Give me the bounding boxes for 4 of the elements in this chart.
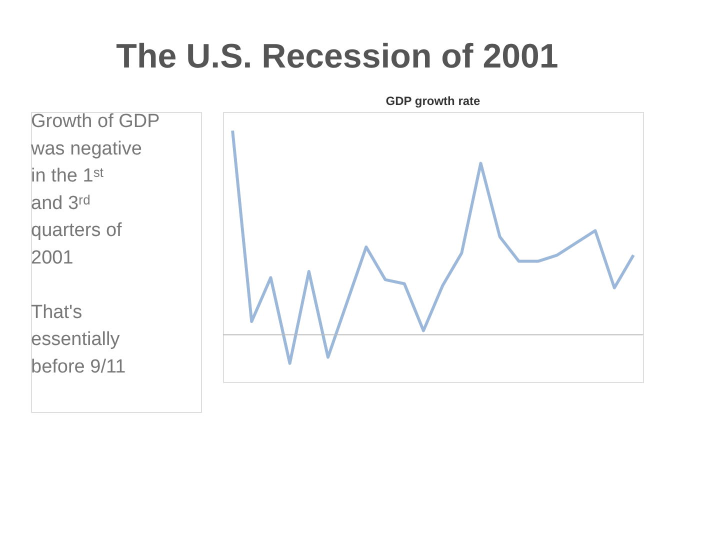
text: Growth of GDP was negative in the 1ˢᵗ and 3ʳᵈ quarters of 2001 xyxy=(30,111,160,268)
chart-subtitle: GDP growth rate xyxy=(386,94,481,108)
chart-title: The U.S. Recession of 2001 xyxy=(116,38,558,76)
text: That's essentially before 9/11 xyxy=(31,302,126,378)
